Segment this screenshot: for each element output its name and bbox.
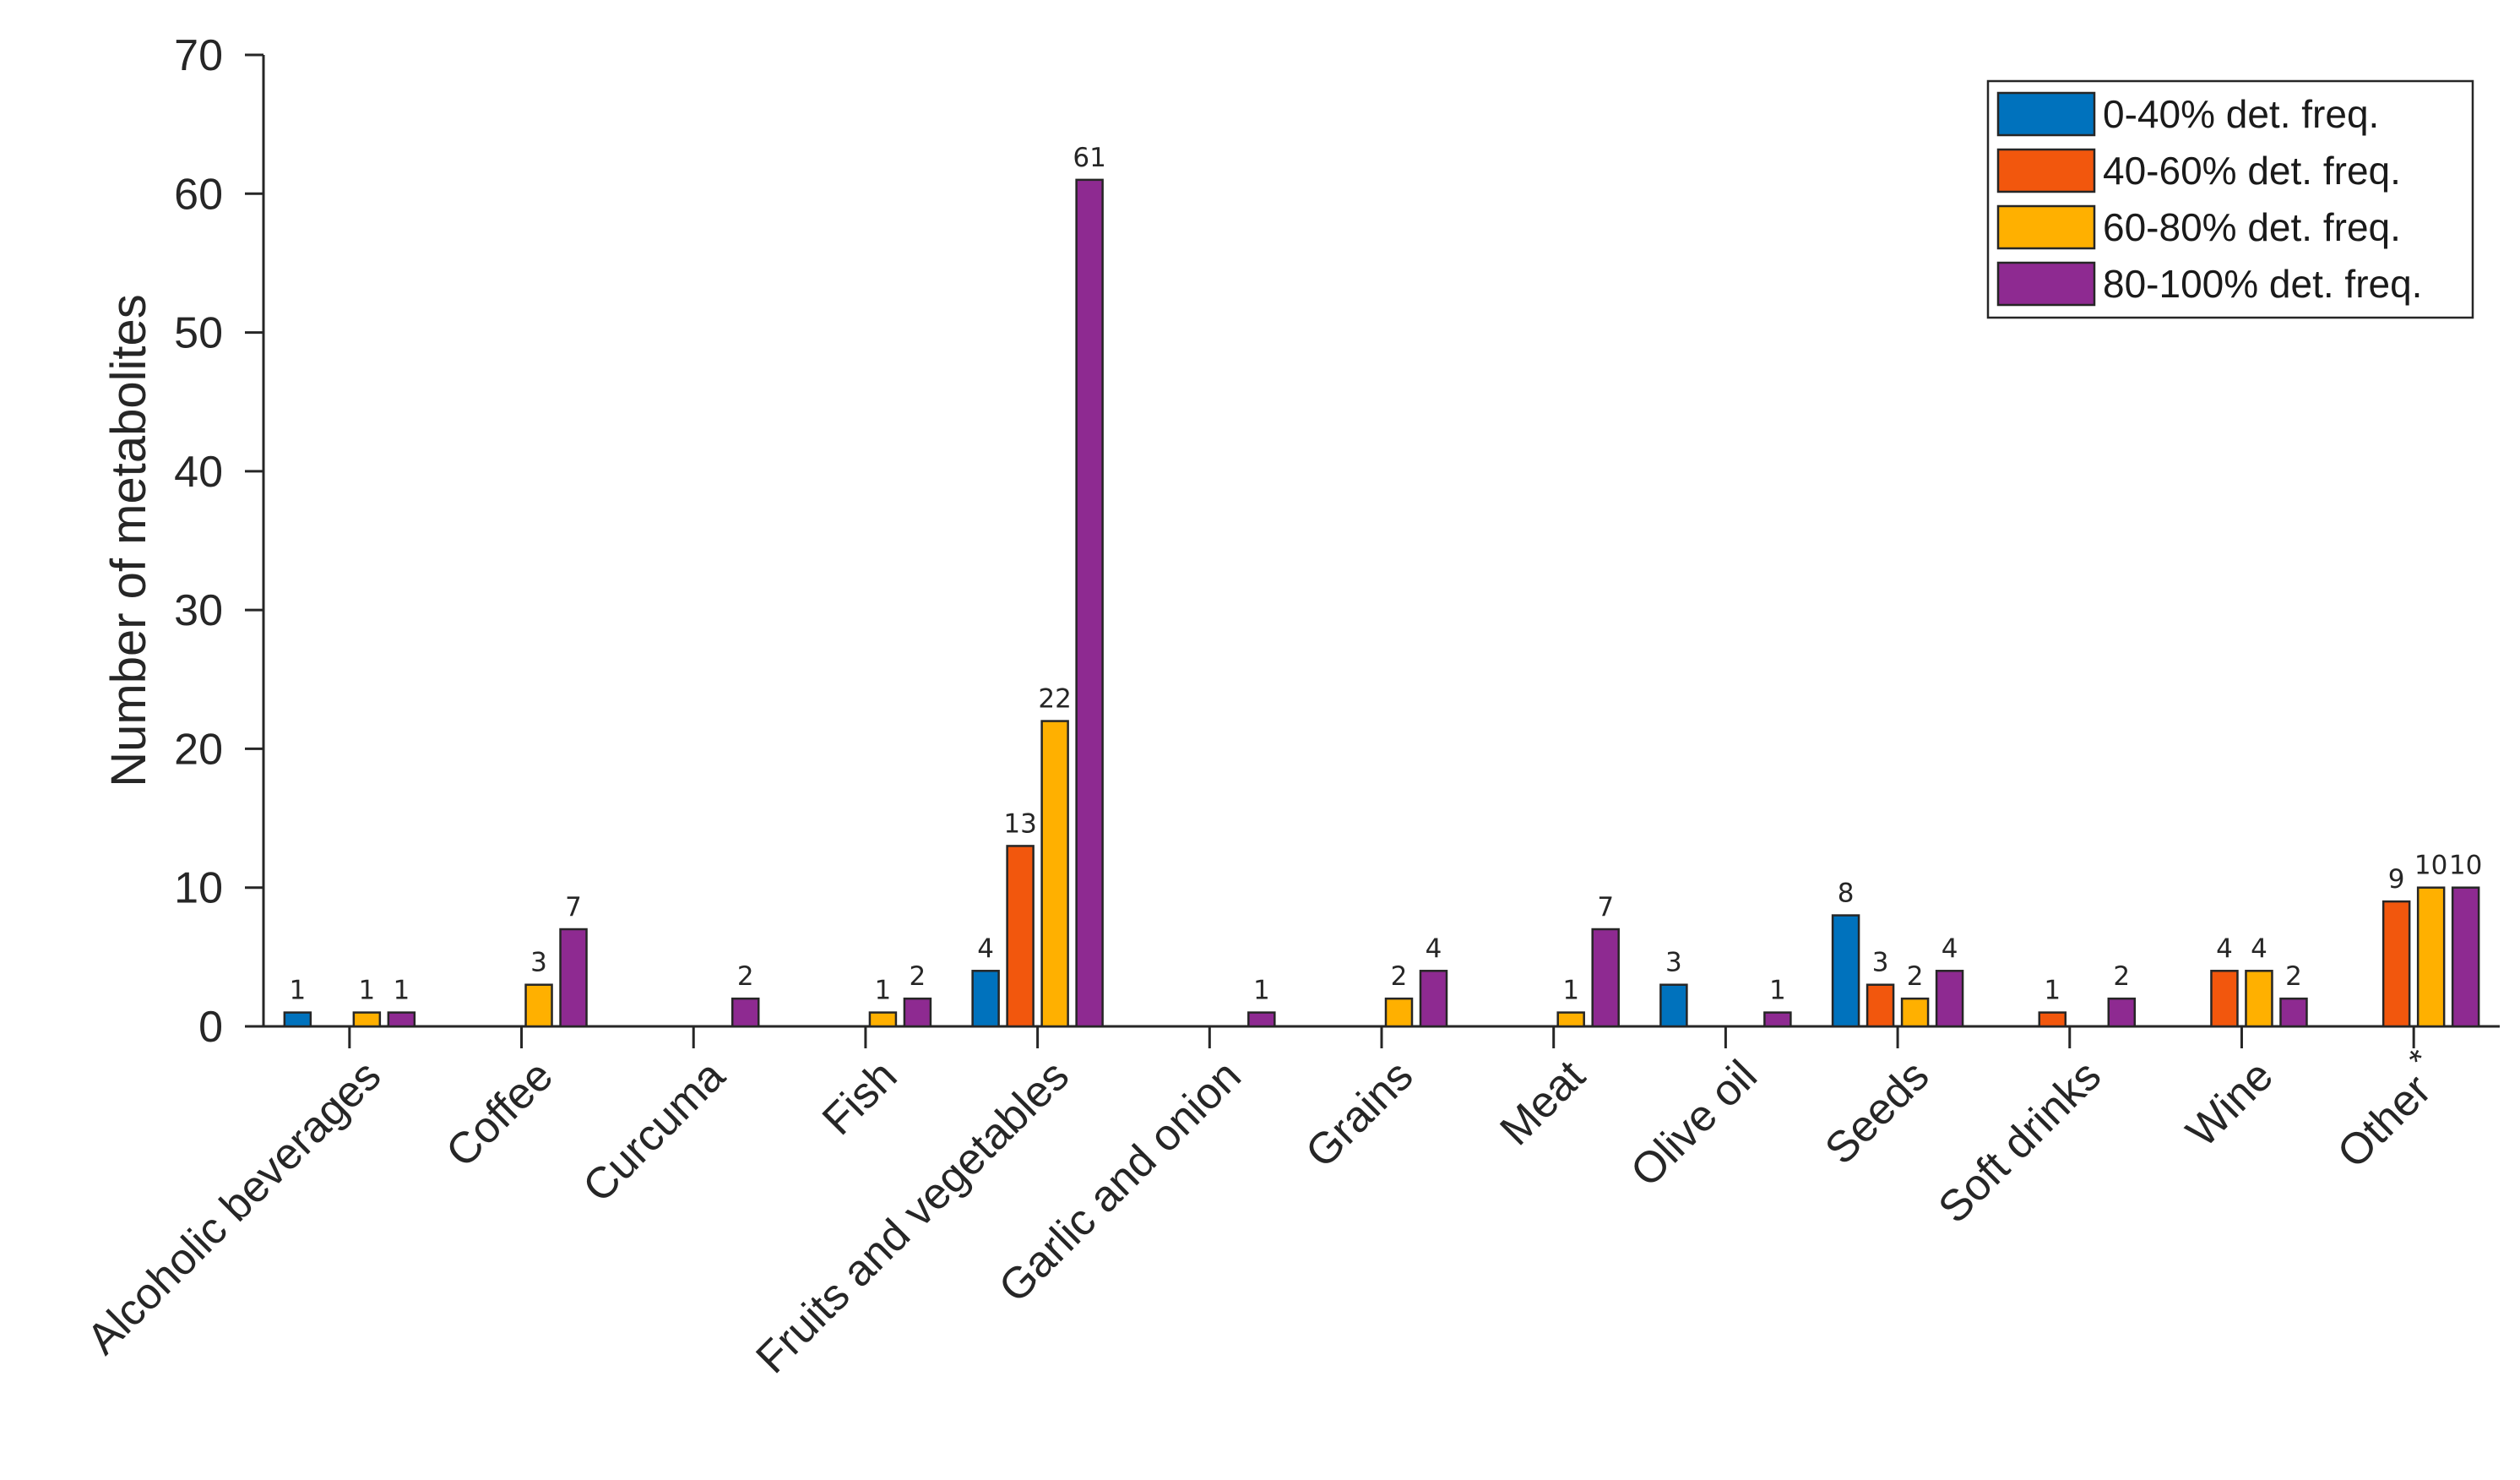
y-tick-label: 30 — [174, 586, 223, 635]
legend-swatch-40-60-det-freq — [1996, 148, 2096, 193]
data-label: 7 — [1597, 892, 1614, 922]
x-tick-label-olive-oil: Olive oil — [1621, 1051, 1767, 1196]
legend: 0-40% det. freq. 40-60% det. freq. 60-80% … — [1986, 79, 2474, 319]
data-label: 3 — [1665, 948, 1682, 978]
bar-wine-80-100-det-freq — [2279, 997, 2308, 1028]
bar-coffee-60-80-det-freq — [524, 983, 553, 1028]
data-label: 8 — [1838, 879, 1855, 909]
data-label: 1 — [1562, 976, 1579, 1006]
bar-other-80-100-det-freq — [2451, 886, 2480, 1028]
data-label: 4 — [977, 933, 994, 964]
bar-meat-80-100-det-freq — [1591, 928, 1620, 1028]
bar-alcoholic-beverages-60-80-det-freq — [352, 1011, 382, 1028]
bar-other-40-60-det-freq — [2382, 900, 2411, 1028]
y-tick-label: 50 — [174, 309, 223, 358]
data-label: 13 — [1003, 808, 1036, 839]
data-label: 3 — [530, 948, 547, 978]
bar-fish-80-100-det-freq — [903, 997, 932, 1028]
legend-swatch-0-40-det-freq — [1996, 91, 2096, 137]
bar-wine-40-60-det-freq — [2210, 970, 2239, 1028]
data-label: 1 — [358, 976, 375, 1006]
x-axis: Alcoholic beverages Coffee Curcuma FishFrui… — [78, 1025, 2500, 1383]
bar-fruits-and-vegetables-40-60-det-freq — [1006, 845, 1035, 1028]
bar-olive-oil-80-100-det-freq — [1763, 1011, 1792, 1028]
bar-seeds-0-40-det-freq — [1831, 914, 1860, 1028]
bar-grains-80-100-det-freq — [1419, 970, 1448, 1028]
x-tick-label-other: Other* — [2319, 1042, 2454, 1178]
y-tick-label: 10 — [174, 864, 223, 913]
bar-garlic-and-onion-80-100-det-freq — [1247, 1011, 1276, 1028]
data-label: 10 — [2449, 851, 2482, 881]
bar-soft-drinks-80-100-det-freq — [2107, 997, 2137, 1028]
data-label: 1 — [1769, 976, 1786, 1006]
legend-label: 60-80% det. freq. — [2103, 205, 2401, 249]
data-label: 2 — [1391, 961, 1408, 992]
data-label: 9 — [2388, 864, 2405, 895]
y-axis-title: Number of metabolites — [101, 294, 156, 786]
bar-olive-oil-0-40-det-freq — [1659, 983, 1688, 1028]
bar-fruits-and-vegetables-60-80-det-freq — [1040, 720, 1069, 1028]
y-tick-label: 0 — [198, 1003, 223, 1052]
x-tick-label-wine: Wine — [2177, 1051, 2283, 1156]
data-label: 2 — [737, 961, 754, 992]
bar-other-60-80-det-freq — [2416, 886, 2446, 1028]
x-tick-label-fruits-and-vegetables: Fruits and vegetables — [747, 1051, 1079, 1383]
x-tick-label-meat: Meat — [1491, 1051, 1594, 1155]
data-label: 1 — [875, 976, 892, 1006]
data-label: 4 — [1942, 933, 1958, 964]
x-tick-label-fish: Fish — [813, 1051, 906, 1144]
y-tick-label: 20 — [174, 725, 223, 774]
y-tick-label: 40 — [174, 448, 223, 497]
data-label: 2 — [1907, 961, 1924, 992]
data-label: 2 — [2285, 961, 2302, 992]
x-tick-label-grains: Grains — [1296, 1051, 1422, 1177]
data-label: 3 — [1872, 948, 1889, 978]
bar-seeds-60-80-det-freq — [1900, 997, 1930, 1028]
x-tick-label-curcuma: Curcuma — [574, 1051, 735, 1211]
data-label: 22 — [1038, 684, 1071, 715]
data-label: 4 — [2216, 933, 2233, 964]
bar-alcoholic-beverages-0-40-det-freq — [283, 1011, 312, 1028]
bar-fruits-and-vegetables-80-100-det-freq — [1075, 178, 1104, 1028]
bar-fruits-and-vegetables-0-40-det-freq — [971, 970, 1000, 1028]
data-label: 1 — [289, 976, 306, 1006]
y-tick-label: 60 — [174, 170, 223, 219]
legend-swatch-60-80-det-freq — [1996, 204, 2096, 250]
legend-label: 0-40% det. freq. — [2103, 92, 2379, 136]
bar-grains-60-80-det-freq — [1384, 997, 1414, 1028]
bar-wine-60-80-det-freq — [2245, 970, 2273, 1028]
y-axis: 0 10 20 30 40 50 60 70 — [174, 31, 265, 1052]
x-tick-label-alcoholic-beverages: Alcoholic beverages — [78, 1051, 390, 1363]
legend-label: 40-60% det. freq. — [2103, 149, 2401, 193]
bar-meat-60-80-det-freq — [1556, 1011, 1585, 1028]
data-label: 2 — [910, 961, 926, 992]
y-tick-label: 70 — [174, 31, 223, 80]
legend-label: 80-100% det. freq. — [2103, 262, 2422, 306]
bar-alcoholic-beverages-80-100-det-freq — [387, 1011, 416, 1028]
data-label: 4 — [1426, 933, 1442, 964]
bar-fish-60-80-det-freq — [868, 1011, 898, 1028]
legend-swatch-80-100-det-freq — [1996, 261, 2096, 307]
data-label: 2 — [2113, 961, 2130, 992]
bar-coffee-80-100-det-freq — [559, 928, 588, 1028]
data-label: 1 — [2044, 976, 2061, 1006]
data-label: 7 — [565, 892, 582, 922]
data-label: 1 — [393, 976, 410, 1006]
data-label: 10 — [2414, 851, 2447, 881]
data-label: 4 — [2251, 933, 2267, 964]
x-tick-label-seeds: Seeds — [1816, 1051, 1938, 1173]
data-label: 1 — [1253, 976, 1270, 1006]
x-tick-label-coffee: Coffee — [437, 1051, 562, 1177]
data-label: 61 — [1073, 143, 1105, 173]
bar-seeds-80-100-det-freq — [1935, 970, 1964, 1028]
x-tick-label-soft-drinks: Soft drinks — [1930, 1051, 2111, 1232]
bars — [283, 178, 2480, 1028]
bar-soft-drinks-40-60-det-freq — [2038, 1011, 2067, 1028]
x-tick-label-marker: * — [2402, 1042, 2437, 1078]
bar-seeds-40-60-det-freq — [1866, 983, 1895, 1028]
bar-curcuma-80-100-det-freq — [730, 997, 760, 1028]
